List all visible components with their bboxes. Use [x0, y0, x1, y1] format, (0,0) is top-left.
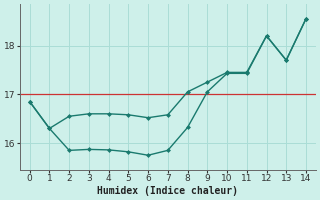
X-axis label: Humidex (Indice chaleur): Humidex (Indice chaleur) [97, 186, 238, 196]
